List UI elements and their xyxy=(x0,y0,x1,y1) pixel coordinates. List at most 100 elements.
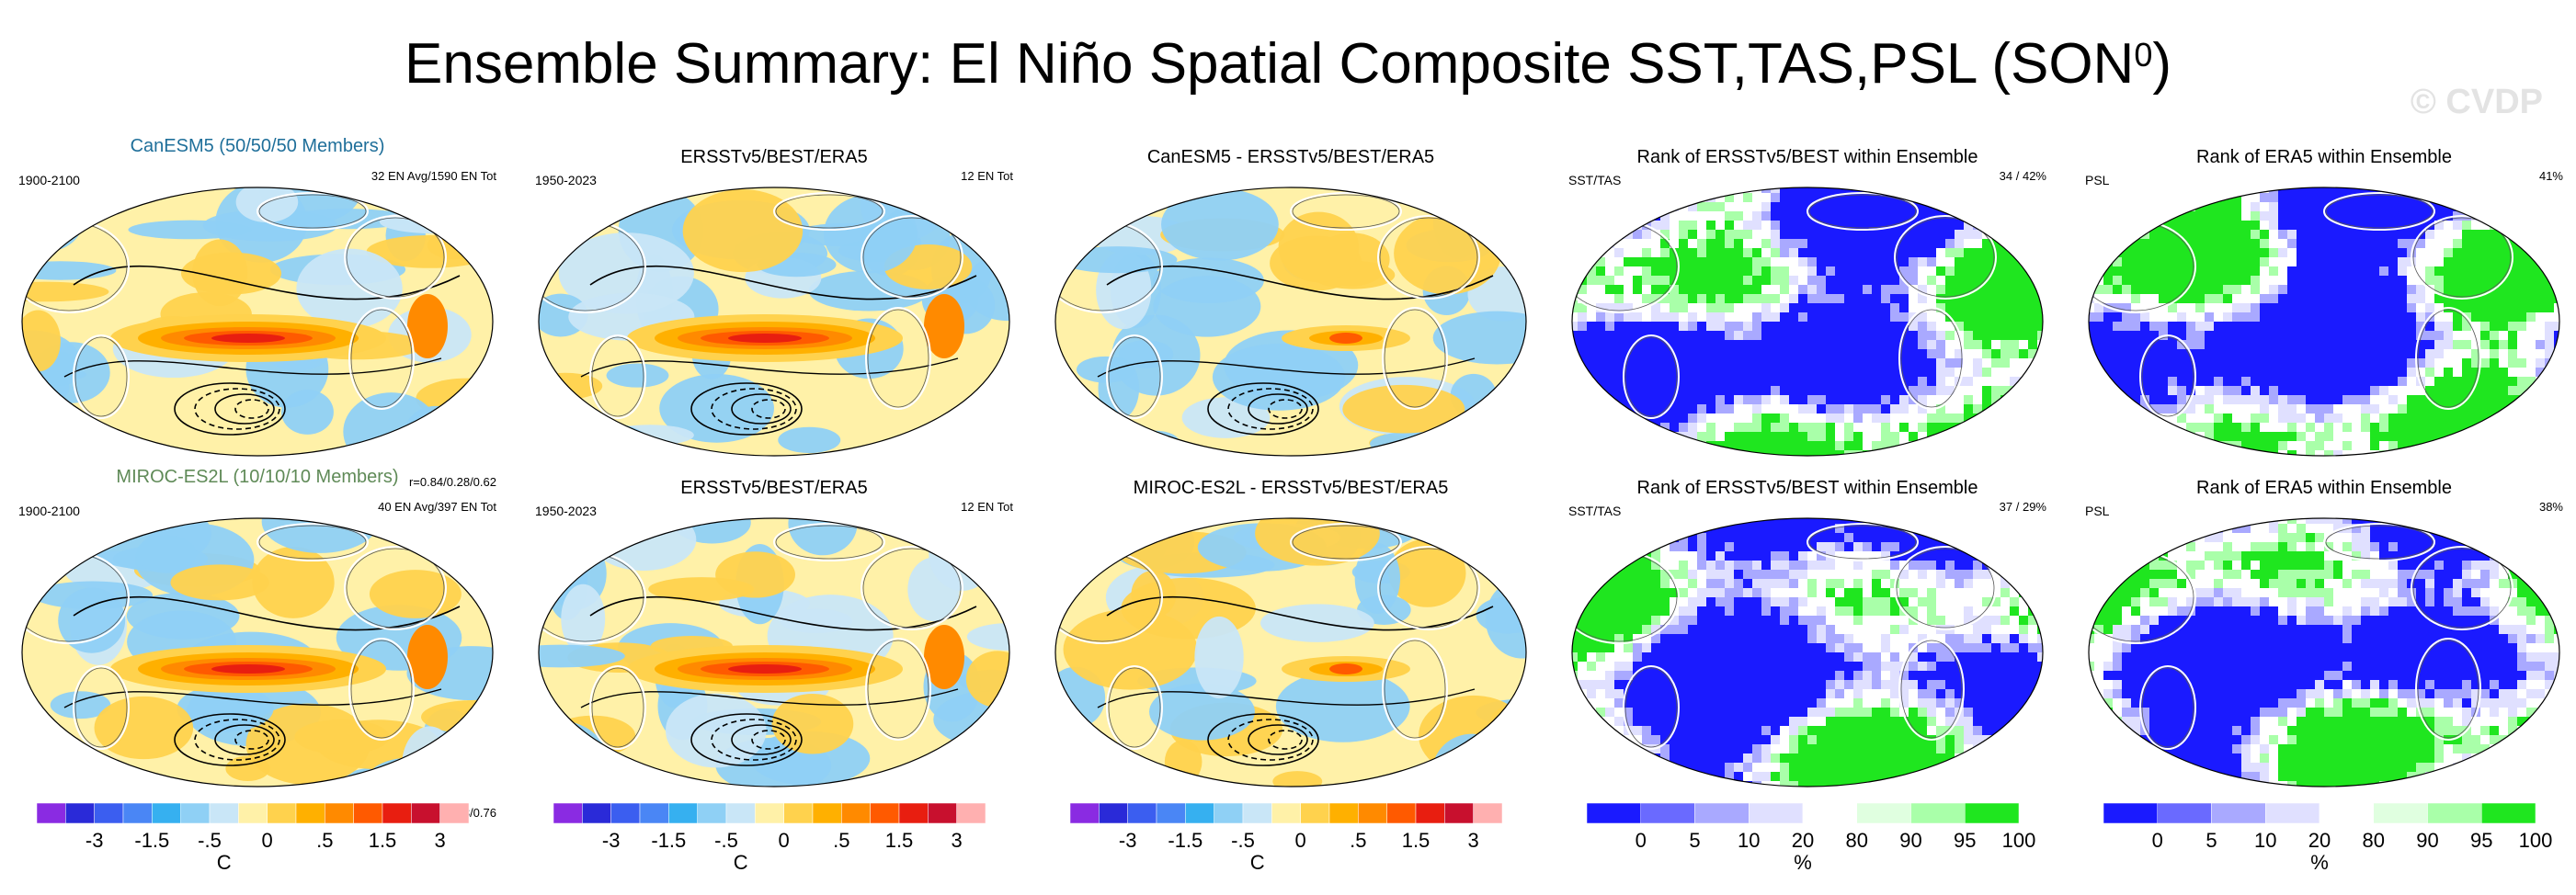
rank-cell xyxy=(2536,303,2545,312)
coastline xyxy=(2323,192,2435,231)
rank-cell xyxy=(1725,303,1734,312)
rank-cell xyxy=(2361,450,2370,456)
rank-cell xyxy=(2131,221,2140,230)
rank-cell xyxy=(2103,579,2113,588)
rank-cell xyxy=(1624,294,1633,303)
rank-cell xyxy=(2241,763,2251,772)
rank-cell xyxy=(1835,441,1844,450)
rank-cell xyxy=(1697,211,1706,221)
rank-cell xyxy=(2416,239,2425,248)
rank-cell xyxy=(2333,772,2342,781)
rank-cell xyxy=(1587,524,1596,533)
rank-cell xyxy=(2361,542,2370,551)
rank-cell xyxy=(2195,331,2205,340)
rank-cell xyxy=(1642,518,1651,524)
rank-cell xyxy=(1614,726,1624,735)
rank-cell xyxy=(2526,257,2536,266)
rank-cell xyxy=(2333,708,2342,717)
rank-cell xyxy=(1936,753,1945,763)
rank-cell xyxy=(2425,257,2434,266)
rank-cell xyxy=(1752,744,1761,753)
rank-cell xyxy=(2019,211,2028,221)
rank-cell xyxy=(2388,597,2398,606)
colorbar-swatch xyxy=(382,803,412,823)
rank-cell xyxy=(1982,202,1991,211)
rank-cell xyxy=(2241,266,2251,276)
rank-cell xyxy=(1872,423,1881,432)
rank-cell xyxy=(2499,331,2508,340)
rank-cell xyxy=(2000,561,2010,570)
rank-cell xyxy=(2517,312,2526,322)
rank-cell xyxy=(1982,294,1991,303)
anomaly-patch xyxy=(22,281,109,302)
rank-cell xyxy=(1572,763,1578,772)
rank-cell xyxy=(2499,294,2508,303)
rank-cell xyxy=(1679,588,1688,597)
rank-cell xyxy=(2407,358,2416,368)
rank-cell xyxy=(2526,735,2536,744)
rank-cell xyxy=(1991,395,2000,404)
rank-cell xyxy=(2205,221,2214,230)
rank-cell xyxy=(1872,708,1881,717)
rank-cell xyxy=(2554,551,2559,561)
rank-cell xyxy=(2425,414,2434,423)
rank-cell xyxy=(1780,763,1789,772)
rank-cell xyxy=(2379,772,2388,781)
rank-cell xyxy=(1982,377,1991,386)
rank-cell xyxy=(1651,248,1660,257)
robinson-map xyxy=(538,187,1010,457)
rank-cell xyxy=(1688,248,1697,257)
rank-cell xyxy=(2177,285,2186,294)
rank-cell xyxy=(2089,708,2094,717)
rank-cell xyxy=(1945,744,1955,753)
rank-cell xyxy=(2140,753,2149,763)
rank-cell xyxy=(1798,579,1807,588)
rank-cell xyxy=(1909,634,1918,643)
rank-cell xyxy=(1817,276,1826,285)
rank-cell xyxy=(1955,414,1964,423)
rank-cell xyxy=(1679,423,1688,432)
rank-cell xyxy=(1844,579,1853,588)
rank-cell xyxy=(2159,450,2168,456)
rank-cell xyxy=(1945,616,1955,625)
rank-cell xyxy=(1973,561,1982,570)
rank-cell xyxy=(2103,423,2113,432)
rank-cell xyxy=(2361,395,2370,404)
rank-cell xyxy=(1633,597,1642,606)
rank-cell xyxy=(1572,570,1578,579)
rank-cell xyxy=(2103,625,2113,634)
rank-cell xyxy=(1578,551,1587,561)
rank-cell xyxy=(2536,230,2545,239)
rank-cell xyxy=(2352,423,2361,432)
model-title: MIROC-ES2L (10/10/10 Members) xyxy=(116,467,399,487)
rank-cell xyxy=(2010,423,2019,432)
rank-cell xyxy=(1743,763,1752,772)
rank-cell xyxy=(2306,518,2315,524)
rank-cell xyxy=(1587,230,1596,239)
rank-cell xyxy=(1844,561,1853,570)
rank-cell xyxy=(2517,597,2526,606)
rank-cell xyxy=(2379,414,2388,423)
rank-cell xyxy=(1670,211,1679,221)
rank-cell xyxy=(1973,248,1982,257)
rank-cell xyxy=(2131,294,2140,303)
rank-cell xyxy=(2471,303,2480,312)
rank-cell xyxy=(1761,588,1771,597)
rank-cell xyxy=(2251,717,2260,726)
rank-cell xyxy=(2010,331,2019,340)
rank-cell xyxy=(2278,606,2287,616)
rank-cell xyxy=(2131,542,2140,551)
rank-cell xyxy=(2113,533,2122,542)
rank-cell xyxy=(2462,377,2471,386)
rank-cell xyxy=(2526,285,2536,294)
rank-cell xyxy=(2113,689,2122,698)
rank-cell xyxy=(1927,616,1936,625)
rank-cell xyxy=(2000,414,2010,423)
rank-cell xyxy=(2554,597,2559,606)
rank-cell xyxy=(1725,579,1734,588)
rank-cell xyxy=(2019,597,2028,606)
rank-cell xyxy=(2131,533,2140,542)
rank-cell xyxy=(2037,744,2043,753)
rank-cell xyxy=(2416,781,2425,787)
rank-cell xyxy=(2536,551,2545,561)
